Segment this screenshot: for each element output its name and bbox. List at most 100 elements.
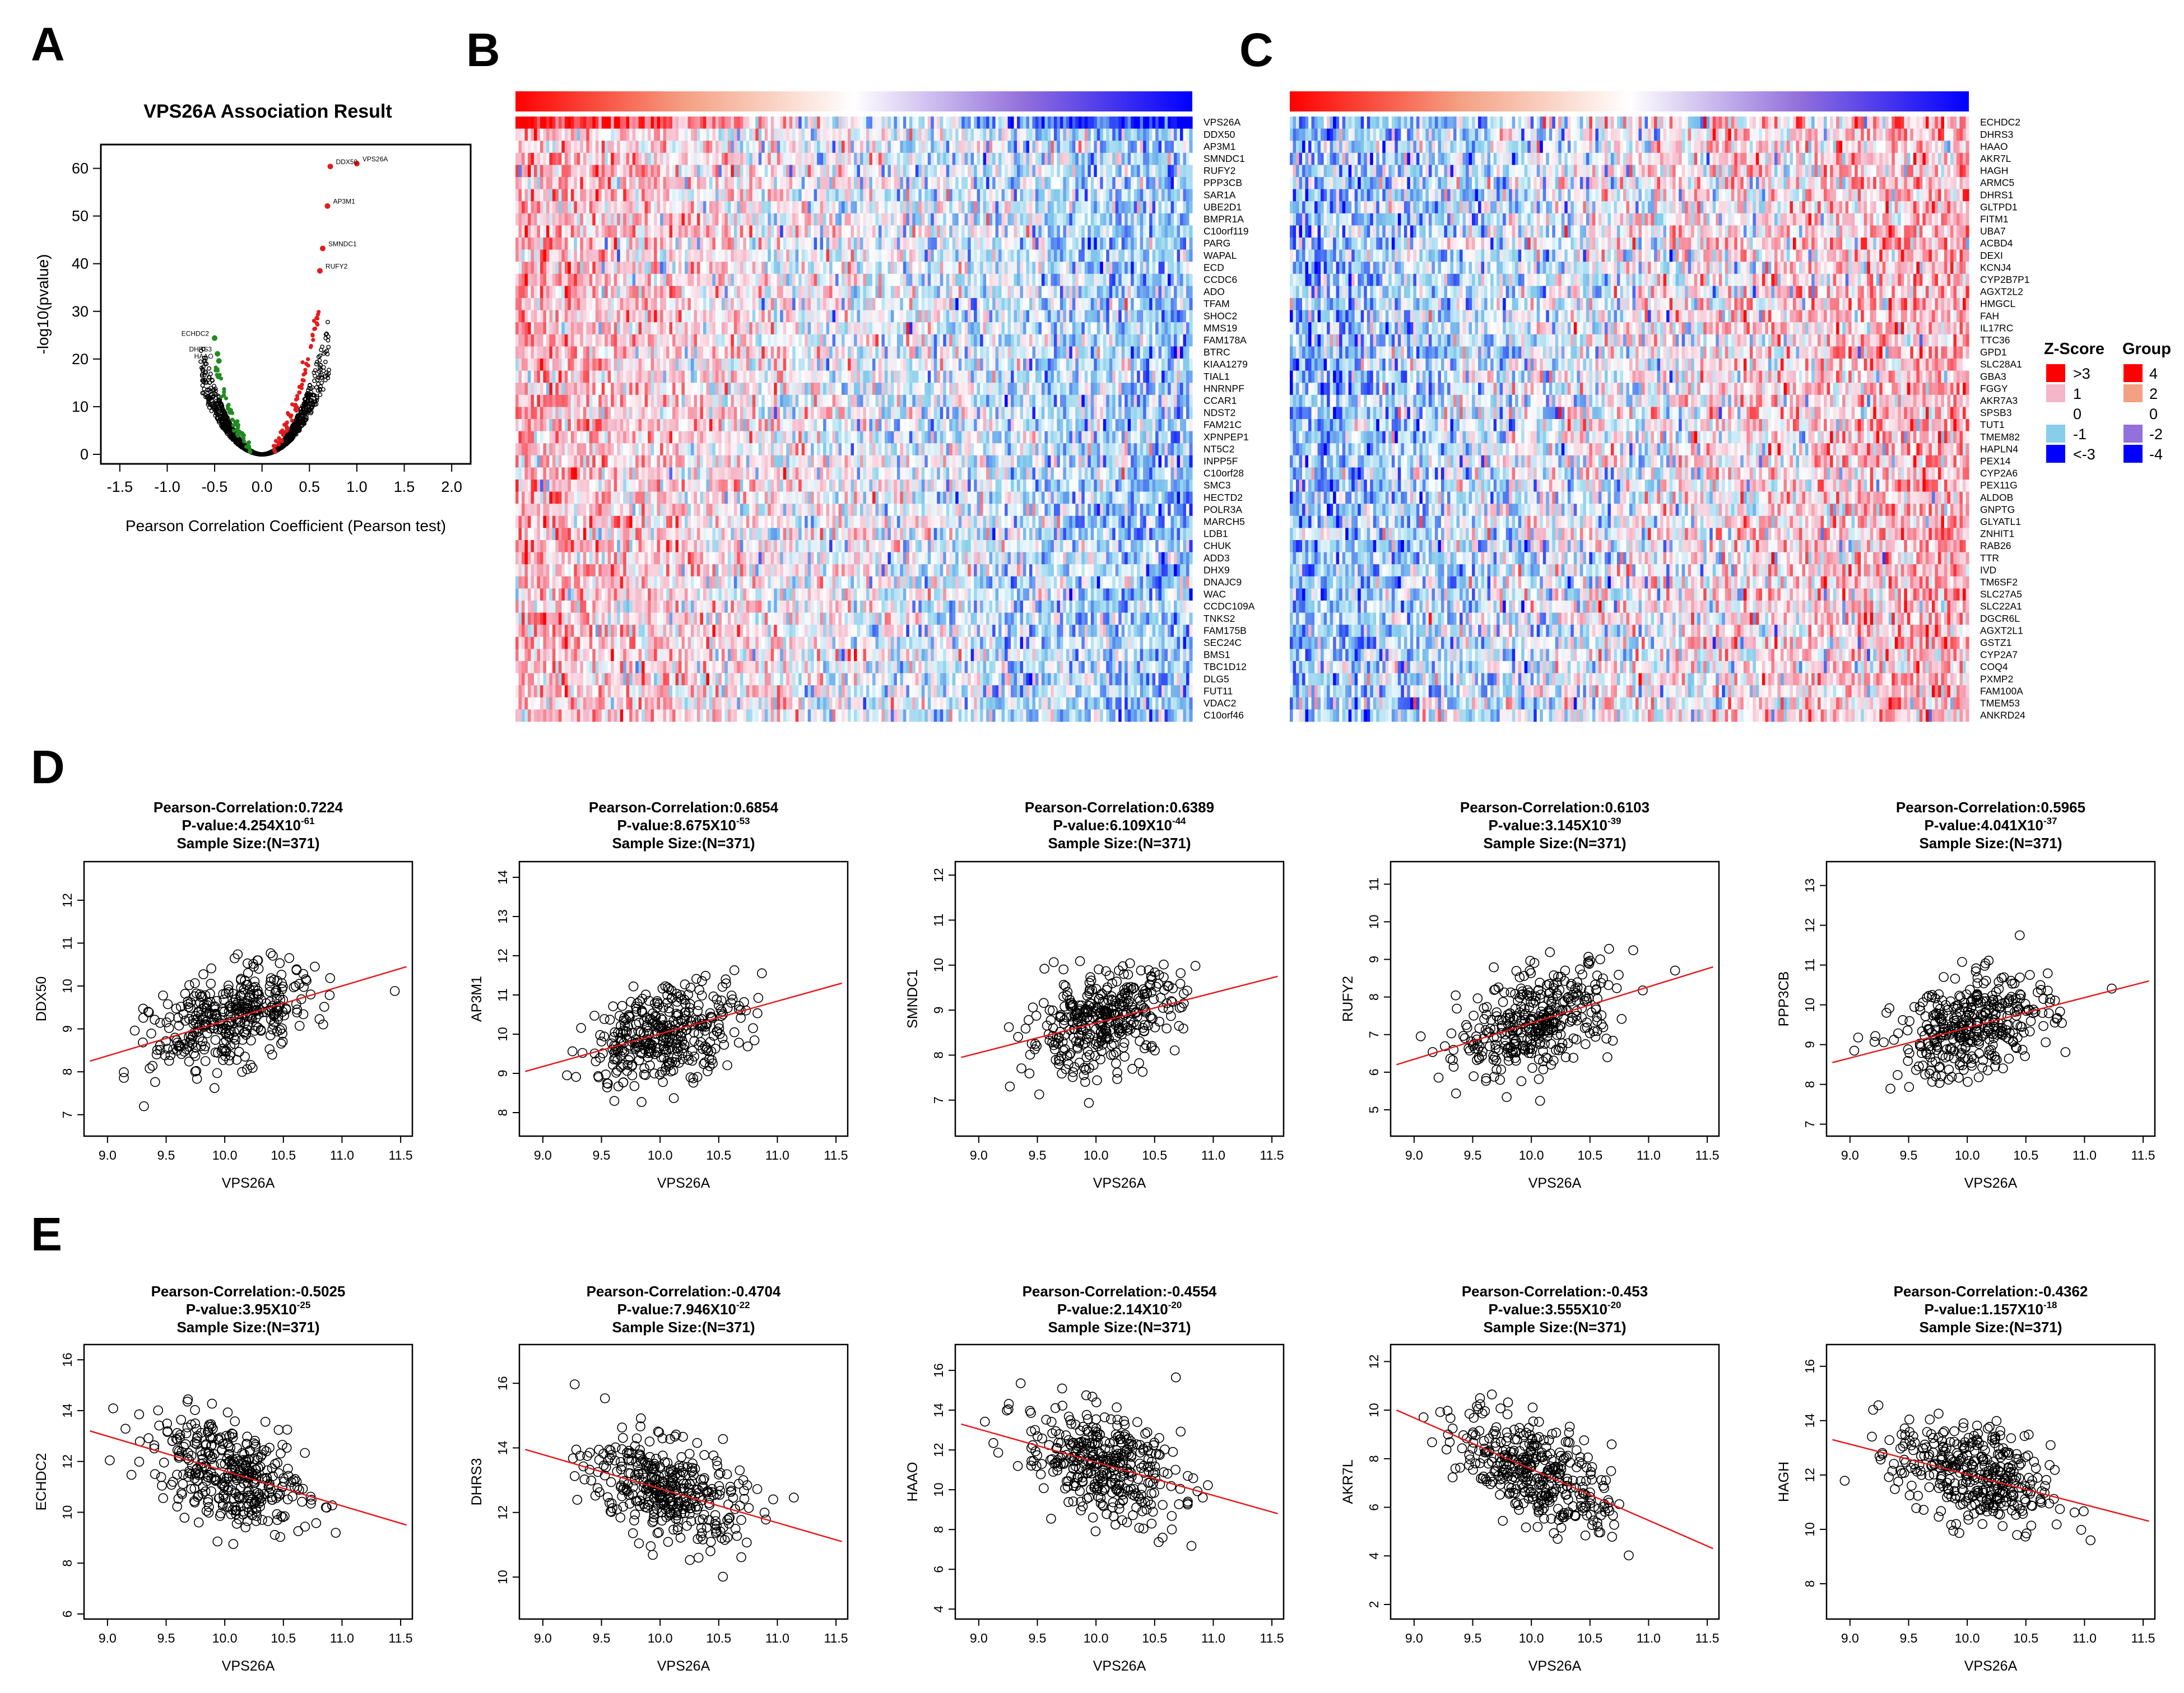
heatmap-cell (912, 213, 916, 226)
heatmap-cell (820, 128, 824, 141)
heatmap-cell (1038, 238, 1042, 250)
heatmap-cell (777, 225, 780, 238)
heatmap-cell (918, 225, 922, 238)
heatmap-cell (872, 117, 876, 129)
heatmap-cell (1096, 141, 1100, 154)
heatmap-cell (983, 249, 987, 262)
heatmap-cell (820, 165, 824, 178)
heatmap-cell (1063, 117, 1067, 129)
heatmap-cell (955, 177, 959, 189)
heatmap-cell (1007, 238, 1011, 250)
heatmap-cell (675, 238, 679, 250)
heatmap-cell (989, 128, 993, 141)
heatmap-cell (611, 128, 615, 141)
heatmap-cell (623, 213, 627, 226)
heatmap-cell (564, 213, 568, 226)
heatmap-cell (844, 165, 848, 178)
heatmap-cell (1005, 152, 1009, 165)
heatmap-cell (878, 238, 882, 250)
heatmap-cell (743, 225, 747, 238)
heatmap-cell (1174, 189, 1178, 202)
heatmap-cell (952, 249, 956, 262)
heatmap-cell (1072, 177, 1076, 189)
heatmap-cell (974, 189, 978, 202)
heatmap-cell (764, 249, 768, 262)
heatmap-cell (740, 117, 744, 129)
heatmap-cell (1115, 201, 1119, 214)
heatmap-cell (1063, 165, 1067, 178)
heatmap-cell (527, 225, 532, 238)
heatmap-cell (669, 238, 673, 250)
heatmap-cell (1186, 201, 1190, 214)
heatmap-cell (848, 238, 852, 250)
heatmap-cell (524, 213, 528, 226)
heatmap-cell (595, 189, 599, 202)
heatmap-cell (1063, 141, 1067, 154)
heatmap-cell (909, 152, 913, 165)
heatmap-cell (1118, 165, 1122, 178)
heatmap-cell (894, 225, 898, 238)
heatmap-cell (968, 249, 972, 262)
heatmap-cell (878, 152, 882, 165)
heatmap-cell (577, 249, 580, 262)
heatmap-cell (598, 213, 602, 226)
heatmap-cell (1168, 165, 1172, 178)
heatmap-cell (866, 201, 870, 214)
heatmap-cell (1177, 225, 1181, 238)
heatmap-cell (896, 177, 900, 189)
heatmap-cell (592, 213, 596, 226)
heatmap-cell (906, 165, 910, 178)
heatmap-cell (933, 152, 937, 165)
heatmap-cell (592, 201, 596, 214)
heatmap-cell (1060, 141, 1063, 154)
heatmap-cell (866, 117, 870, 129)
heatmap-cell (696, 141, 701, 154)
heatmap-cell (875, 249, 879, 262)
volcano-labeled-point (216, 358, 222, 364)
heatmap-cell (1081, 117, 1085, 129)
heatmap-cell (648, 141, 652, 154)
heatmap-cell (838, 249, 842, 262)
heatmap-cell (595, 201, 599, 214)
heatmap-cell (1131, 165, 1135, 178)
heatmap-cell (1183, 189, 1187, 202)
heatmap-cell (829, 117, 833, 129)
heatmap-cell (801, 141, 805, 154)
heatmap-cell (931, 128, 935, 141)
heatmap-cell (1152, 238, 1156, 250)
heatmap-cell (564, 152, 568, 165)
heatmap-cell (952, 128, 956, 141)
heatmap-cell (798, 152, 802, 165)
heatmap-cell (1066, 189, 1070, 202)
heatmap-cell (820, 249, 824, 262)
heatmap-cell (859, 225, 864, 238)
heatmap-cell (1152, 189, 1156, 202)
heatmap-cell (626, 249, 630, 262)
heatmap-cell (1149, 152, 1153, 165)
heatmap-cell (931, 213, 935, 226)
heatmap-cell (758, 177, 762, 189)
heatmap-cell (1088, 238, 1091, 250)
heatmap-cell (943, 152, 947, 165)
heatmap-cell (524, 128, 528, 141)
heatmap-cell (564, 238, 568, 250)
heatmap-cell (552, 165, 556, 178)
volcano-x-tick-label: 1.5 (394, 478, 415, 495)
heatmap-cell (555, 189, 559, 202)
heatmap-cell (789, 189, 793, 202)
heatmap-cell (1124, 128, 1128, 141)
heatmap-cell (838, 128, 842, 141)
heatmap-cell (1180, 117, 1184, 129)
panel-letter-c: C (1239, 24, 1274, 76)
heatmap-cell (1115, 177, 1119, 189)
heatmap-cell (1180, 177, 1184, 189)
heatmap-cell (1029, 213, 1033, 226)
heatmap-cell (706, 152, 710, 165)
heatmap-cell (1112, 225, 1116, 238)
heatmap-cell (764, 152, 768, 165)
heatmap-cell (940, 213, 944, 226)
heatmap-cell (1005, 128, 1009, 141)
heatmap-cell (700, 238, 704, 250)
heatmap-cell (844, 213, 848, 226)
heatmap-cell (568, 225, 571, 238)
